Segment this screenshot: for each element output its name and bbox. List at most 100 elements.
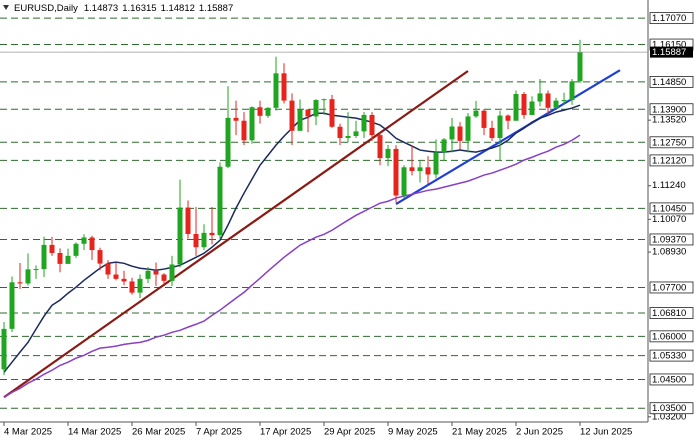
candle-body bbox=[265, 107, 271, 116]
candle-body bbox=[401, 167, 407, 196]
candle-body bbox=[201, 232, 207, 248]
level-label: 1.07700 bbox=[652, 282, 686, 293]
candle-body bbox=[97, 250, 103, 264]
candle-body bbox=[425, 167, 431, 175]
level-box bbox=[649, 12, 694, 25]
candle-body bbox=[369, 114, 375, 136]
candle-body bbox=[545, 93, 551, 108]
candle-body bbox=[137, 278, 143, 293]
candle-body bbox=[465, 116, 471, 141]
x-tick-label: 29 Apr 2025 bbox=[324, 427, 375, 438]
candle-body bbox=[377, 135, 383, 159]
candle-body bbox=[321, 99, 327, 101]
candle-body bbox=[281, 73, 287, 101]
level-box bbox=[649, 330, 694, 343]
level-box bbox=[649, 281, 694, 294]
candle-body bbox=[65, 255, 71, 264]
x-tick-label: 17 Apr 2025 bbox=[260, 427, 311, 438]
candle-body bbox=[561, 100, 567, 102]
candle-body bbox=[73, 243, 79, 256]
candle-body bbox=[385, 148, 391, 159]
candle-body bbox=[529, 101, 535, 115]
x-tick-label: 4 Mar 2025 bbox=[4, 427, 52, 438]
x-tick-label: 26 Mar 2025 bbox=[132, 427, 185, 438]
candle-body bbox=[505, 115, 511, 121]
candle-body bbox=[217, 166, 223, 236]
candle-body bbox=[121, 278, 127, 282]
candle-body bbox=[1, 328, 7, 370]
candle-body bbox=[329, 99, 335, 127]
candle-body bbox=[129, 281, 135, 293]
candle-body bbox=[113, 274, 119, 279]
candle-body bbox=[145, 270, 151, 279]
symbol-icon bbox=[3, 5, 9, 10]
candle-body bbox=[169, 264, 175, 281]
candle-body bbox=[249, 107, 255, 141]
chart-title: EURUSD,Daily bbox=[14, 3, 78, 14]
candle-body bbox=[577, 52, 583, 82]
candle-body bbox=[337, 126, 343, 138]
candle-body bbox=[537, 93, 543, 102]
level-box bbox=[649, 103, 694, 116]
current-price-label: 1.15887 bbox=[652, 47, 686, 58]
candle-body bbox=[81, 237, 87, 244]
candle-body bbox=[313, 100, 319, 117]
candle-body bbox=[257, 107, 263, 116]
y-tick-label: 1.13520 bbox=[652, 115, 686, 126]
x-tick-label: 2 Jun 2025 bbox=[516, 427, 563, 438]
candle-body bbox=[161, 274, 167, 281]
candle-body bbox=[417, 167, 423, 172]
candle-body bbox=[177, 207, 183, 265]
level-box bbox=[649, 202, 694, 215]
candle-body bbox=[9, 282, 15, 329]
candle-body bbox=[289, 100, 295, 131]
candle-body bbox=[481, 110, 487, 128]
candle-body bbox=[25, 269, 31, 284]
level-label: 1.06000 bbox=[652, 331, 686, 342]
level-label: 1.10450 bbox=[652, 203, 686, 214]
level-label: 1.09370 bbox=[652, 234, 686, 245]
candle-body bbox=[489, 127, 495, 138]
candle-body bbox=[361, 114, 367, 132]
candle-body bbox=[105, 263, 111, 275]
level-box bbox=[649, 349, 694, 362]
level-box bbox=[649, 307, 694, 319]
y-tick-label: 1.03200 bbox=[652, 411, 686, 422]
candle-body bbox=[49, 244, 55, 253]
x-tick-label: 14 Mar 2025 bbox=[68, 427, 121, 438]
y-tick-label: 1.11240 bbox=[652, 180, 686, 191]
candle-body bbox=[345, 135, 351, 138]
candle-body bbox=[225, 117, 231, 167]
level-box bbox=[649, 154, 694, 167]
header: EURUSD,Daily 1.14873 1.16315 1.14812 1.15887 bbox=[14, 3, 233, 14]
candle-body bbox=[17, 282, 23, 284]
open-value: 1.14873 bbox=[84, 3, 118, 14]
candle-body bbox=[409, 167, 415, 172]
candle-body bbox=[153, 270, 159, 275]
candle-body bbox=[433, 152, 439, 175]
level-label: 1.03500 bbox=[652, 403, 686, 414]
candle-body bbox=[273, 73, 279, 108]
candle-body bbox=[193, 233, 199, 248]
close-value: 1.15887 bbox=[199, 3, 233, 14]
candle-body bbox=[33, 269, 39, 271]
candle-body bbox=[457, 126, 463, 141]
candle-body bbox=[393, 148, 399, 196]
candle-body bbox=[209, 232, 215, 236]
high-value: 1.16315 bbox=[122, 3, 156, 14]
candle-body bbox=[497, 115, 503, 138]
level-label: 1.12120 bbox=[652, 155, 686, 166]
level-label: 1.05330 bbox=[652, 351, 686, 362]
trend-line bbox=[395, 69, 621, 206]
level-box bbox=[649, 76, 694, 88]
candle-body bbox=[473, 110, 479, 117]
x-tick-label: 7 Apr 2025 bbox=[196, 427, 242, 438]
candle-body bbox=[449, 126, 455, 140]
candle-body bbox=[41, 244, 47, 270]
candle-body bbox=[233, 117, 239, 121]
candle-body bbox=[521, 94, 527, 115]
level-label: 1.12750 bbox=[652, 137, 686, 148]
indicator-line bbox=[3, 134, 581, 398]
candle-body bbox=[57, 252, 63, 264]
candle-body bbox=[569, 81, 575, 101]
